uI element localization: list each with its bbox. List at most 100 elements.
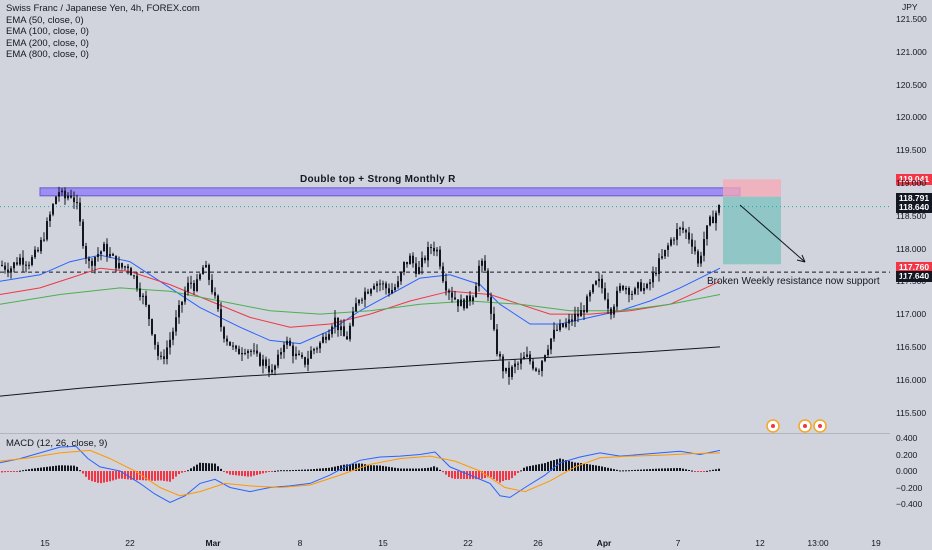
time-tick-label: 15 (40, 538, 50, 548)
candle-body (667, 245, 669, 250)
macd-histogram-bar (373, 465, 375, 471)
candle-body (88, 258, 90, 261)
macd-histogram-bar (559, 458, 561, 471)
macd-histogram-bar (22, 470, 24, 472)
macd-histogram-bar (79, 470, 81, 472)
candle-body (646, 284, 648, 289)
candle-body (706, 225, 708, 240)
stop-loss-zone (723, 179, 781, 197)
macd-histogram-bar (211, 463, 213, 471)
candle-body (439, 249, 441, 267)
macd-histogram-bar (46, 466, 48, 471)
candle-body (118, 263, 120, 269)
candle-body (304, 357, 306, 365)
candle-body (703, 239, 705, 256)
candle-body (673, 239, 675, 241)
macd-histogram-bar (166, 471, 168, 482)
candle-body (574, 313, 576, 322)
macd-histogram-bar (547, 461, 549, 471)
macd-histogram-bar (580, 463, 582, 471)
macd-histogram-bar (406, 468, 408, 471)
macd-histogram-bar (337, 465, 339, 471)
macd-histogram-bar (697, 471, 699, 472)
macd-histogram-bar (412, 468, 414, 471)
macd-histogram-bar (502, 471, 504, 482)
legend-ema100[interactable]: EMA (100, close, 0) (6, 26, 89, 38)
macd-histogram-bar (526, 466, 528, 471)
candle-body (232, 345, 234, 347)
double-top-annotation[interactable]: Double top + Strong Monthly R (300, 174, 456, 185)
macd-histogram-bar (274, 470, 276, 472)
candle-body (136, 275, 138, 289)
legend-ema200[interactable]: EMA (200, close, 0) (6, 37, 89, 49)
macd-histogram-bar (247, 471, 249, 477)
candle-body (94, 257, 96, 266)
candle-body (619, 285, 621, 291)
support-annotation[interactable]: Broken Weekly resistance now support (707, 276, 880, 287)
candle-body (577, 313, 579, 317)
macd-histogram-bar (172, 471, 174, 480)
candle-body (679, 227, 681, 230)
candle-body (253, 350, 255, 352)
candle-body (199, 274, 201, 280)
candle-body (208, 264, 210, 280)
candle-body (184, 291, 186, 302)
macd-histogram-bar (271, 471, 273, 472)
macd-histogram-bar (448, 471, 450, 477)
macd-histogram-bar (403, 468, 405, 471)
macd-histogram-bar (619, 470, 621, 472)
macd-histogram-bar (487, 471, 489, 478)
candle-body (250, 350, 252, 352)
candle-body (652, 272, 654, 283)
macd-histogram-bar (415, 468, 417, 471)
macd-histogram-bar (385, 466, 387, 471)
candle-body (397, 281, 399, 288)
candle-body (658, 258, 660, 275)
ema-layer (0, 254, 721, 397)
macd-histogram-bar (52, 466, 54, 471)
candle-body (247, 350, 249, 354)
macd-histogram-bar (280, 470, 282, 472)
macd-histogram-bar (112, 471, 114, 481)
candle-body (448, 290, 450, 293)
event-icon-dot (771, 424, 775, 428)
candle-body (172, 331, 174, 340)
legend-symbol[interactable]: Swiss Franc / Japanese Yen, 4h, FOREX.co… (6, 3, 200, 14)
macd-histogram-bar (589, 464, 591, 471)
legend-ema800[interactable]: EMA (800, close, 0) (6, 49, 89, 61)
macd-legend[interactable]: MACD (12, 26, close, 9) (6, 438, 108, 449)
candle-body (373, 285, 375, 290)
macd-histogram-bar (100, 471, 102, 484)
macd-histogram-bar (76, 466, 78, 471)
candle-body (61, 190, 63, 193)
macd-histogram-bar (256, 471, 258, 475)
macd-histogram-bar (238, 471, 240, 476)
candle-body (433, 247, 435, 252)
macd-histogram-bar (178, 471, 180, 475)
candle-body (10, 268, 12, 273)
macd-histogram-bar (628, 470, 630, 472)
candle-body (586, 296, 588, 313)
pane-separator[interactable] (0, 433, 890, 434)
candle-body (634, 288, 636, 294)
macd-histogram-bar (154, 471, 156, 481)
price-tick-label: 118.000 (896, 243, 927, 254)
macd-histogram-bar (226, 471, 228, 474)
candle-body (127, 266, 129, 269)
candle-body (163, 356, 165, 360)
macd-histogram-bar (523, 467, 525, 471)
legend-ema50[interactable]: EMA (50, close, 0) (6, 14, 84, 26)
candle-body (205, 264, 207, 268)
candle-body (493, 313, 495, 330)
candle-body (421, 257, 423, 268)
macd-histogram-bar (409, 468, 411, 471)
macd-histogram-bar (400, 468, 402, 471)
candle-body (190, 282, 192, 284)
macd-histogram-bar (688, 469, 690, 471)
macd-histogram-bar (70, 465, 72, 471)
macd-histogram-bar (706, 470, 708, 472)
macd-histogram-bar (538, 464, 540, 471)
macd-histogram-bar (19, 470, 21, 472)
macd-histogram-bar (127, 471, 129, 480)
